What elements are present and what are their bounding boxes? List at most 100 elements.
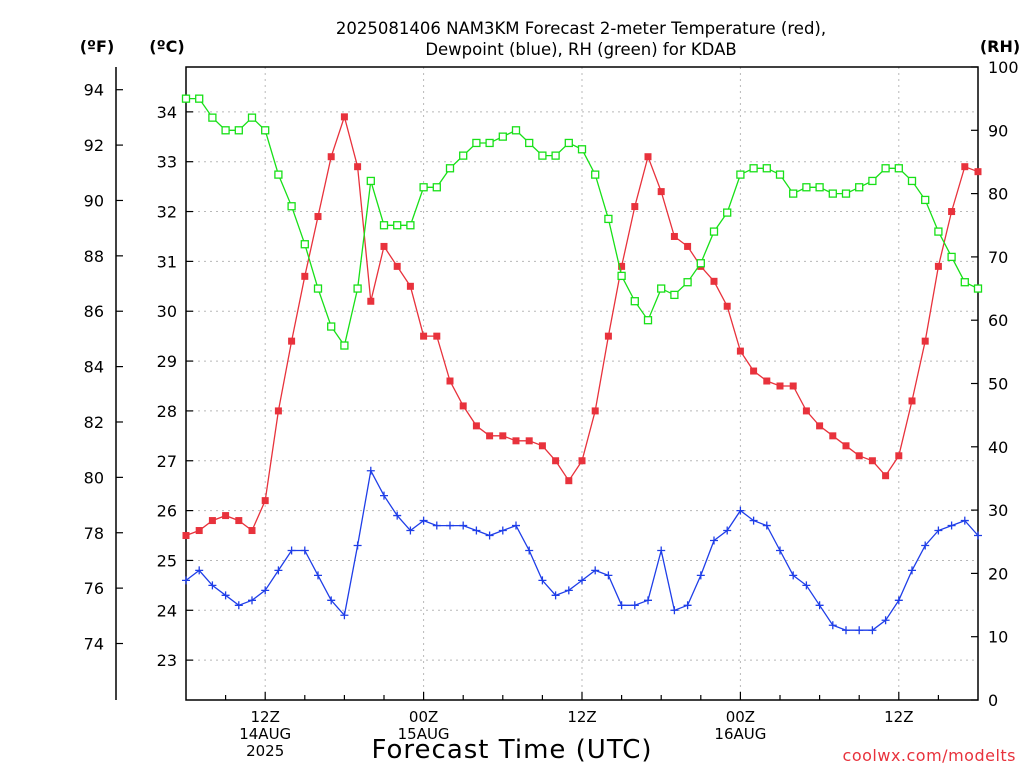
fahrenheit-tick-label: 86 bbox=[84, 302, 104, 321]
temp-point bbox=[776, 382, 784, 390]
temp-point bbox=[340, 113, 348, 121]
celsius-tick-label: 33 bbox=[157, 153, 177, 172]
temp-point bbox=[538, 442, 546, 450]
dewpoint-point bbox=[960, 516, 969, 525]
dewpoint-point bbox=[723, 526, 732, 535]
temp-point bbox=[644, 153, 652, 161]
celsius-tick-label: 28 bbox=[157, 402, 177, 421]
rh-point bbox=[274, 170, 283, 179]
temp-point bbox=[499, 432, 507, 440]
rh-point bbox=[947, 252, 956, 262]
temp-point bbox=[961, 163, 969, 171]
dewpoint-point bbox=[749, 516, 758, 525]
rh-point bbox=[577, 145, 587, 154]
temp-point bbox=[895, 452, 903, 460]
rh-tick-label: 50 bbox=[988, 375, 1008, 394]
rh-tick-label: 80 bbox=[988, 185, 1008, 204]
rh-point bbox=[657, 284, 666, 293]
dewpoint-point bbox=[380, 491, 388, 500]
rh-point bbox=[445, 164, 455, 173]
fahrenheit-tick-label: 76 bbox=[84, 579, 104, 598]
rh-point bbox=[604, 214, 613, 224]
rh-point bbox=[841, 189, 851, 198]
dewpoint-point bbox=[485, 531, 494, 540]
fahrenheit-tick-label: 90 bbox=[84, 191, 104, 210]
dewpoint-point bbox=[683, 601, 692, 610]
rh-point bbox=[353, 284, 362, 293]
dewpoint-point bbox=[327, 596, 336, 605]
rh-tick-label: 10 bbox=[988, 628, 1008, 647]
rh-point bbox=[973, 284, 983, 293]
temp-point bbox=[446, 377, 454, 385]
dewpoint-point bbox=[538, 576, 547, 585]
time-tick-label: 16AUG bbox=[714, 725, 766, 743]
dewpoint-point bbox=[696, 571, 705, 580]
dewpoint-point bbox=[498, 526, 507, 535]
rh-point bbox=[234, 126, 243, 135]
temp-point bbox=[670, 232, 678, 240]
time-tick-label: 00Z bbox=[409, 708, 438, 726]
x-axis-title: Forecast Time (UTC) bbox=[371, 735, 652, 765]
celsius-tick-label: 31 bbox=[157, 252, 177, 271]
temp-point bbox=[829, 432, 837, 440]
rh-point bbox=[643, 316, 653, 325]
temp-point bbox=[657, 188, 665, 196]
rh-point bbox=[181, 94, 191, 103]
rh-point bbox=[855, 183, 864, 192]
fahrenheit-tick-label: 84 bbox=[84, 358, 104, 377]
rh-point bbox=[221, 126, 230, 135]
rh-point bbox=[894, 164, 903, 173]
dewpoint-point bbox=[340, 611, 349, 620]
rh-unit-label: (RH) bbox=[980, 37, 1020, 56]
temp-point bbox=[393, 262, 401, 270]
dewpoint-point bbox=[287, 546, 296, 555]
dewpoint-point bbox=[789, 571, 798, 580]
temp-point bbox=[195, 527, 203, 535]
temp-point bbox=[486, 432, 494, 440]
dewpoint-point bbox=[617, 601, 626, 610]
dewpoint-point bbox=[934, 526, 943, 535]
temp-point bbox=[604, 332, 612, 340]
temp-point bbox=[406, 282, 414, 290]
series-layer bbox=[181, 94, 983, 635]
fahrenheit-tick-label: 88 bbox=[84, 247, 104, 266]
rh-point bbox=[723, 208, 732, 217]
dewpoint-point bbox=[353, 541, 362, 550]
dewpoint-point bbox=[670, 606, 679, 615]
dewpoint-point bbox=[921, 541, 930, 550]
temp-point bbox=[908, 397, 916, 405]
dewpoint-point bbox=[657, 546, 666, 555]
dewpoint-point bbox=[578, 576, 586, 585]
temp-point bbox=[301, 272, 309, 280]
time-tick-label: 12Z bbox=[884, 708, 913, 726]
time-tick-label: 2025 bbox=[246, 742, 284, 760]
rh-point bbox=[327, 322, 336, 331]
rh-point bbox=[379, 221, 389, 230]
temp-point bbox=[789, 382, 797, 390]
dewpoint-point bbox=[855, 626, 864, 635]
rh-point bbox=[551, 151, 560, 160]
rh-tick-label: 60 bbox=[988, 311, 1008, 330]
rh-point bbox=[300, 240, 309, 249]
dewpoint-point bbox=[512, 521, 520, 530]
dewpoint-point bbox=[248, 596, 256, 605]
fahrenheit-tick-label: 78 bbox=[84, 524, 104, 543]
celsius-tick-label: 32 bbox=[157, 203, 177, 222]
rh-point bbox=[591, 170, 600, 179]
rh-point bbox=[934, 227, 943, 236]
dewpoint-point bbox=[525, 546, 534, 555]
dewpoint-point bbox=[182, 576, 190, 585]
temp-point bbox=[882, 472, 890, 480]
fahrenheit-tick-label: 74 bbox=[84, 635, 104, 654]
temp-point bbox=[868, 457, 876, 465]
temp-point bbox=[354, 163, 362, 171]
rh-point bbox=[907, 176, 917, 186]
celsius-tick-label: 23 bbox=[157, 651, 177, 670]
temp-point bbox=[684, 242, 692, 250]
dewpoint-point bbox=[802, 581, 811, 590]
temp-point bbox=[948, 208, 956, 216]
rh-point bbox=[195, 94, 204, 103]
series-2 bbox=[181, 94, 983, 350]
temp-point bbox=[288, 337, 296, 345]
temp-point bbox=[367, 297, 375, 305]
